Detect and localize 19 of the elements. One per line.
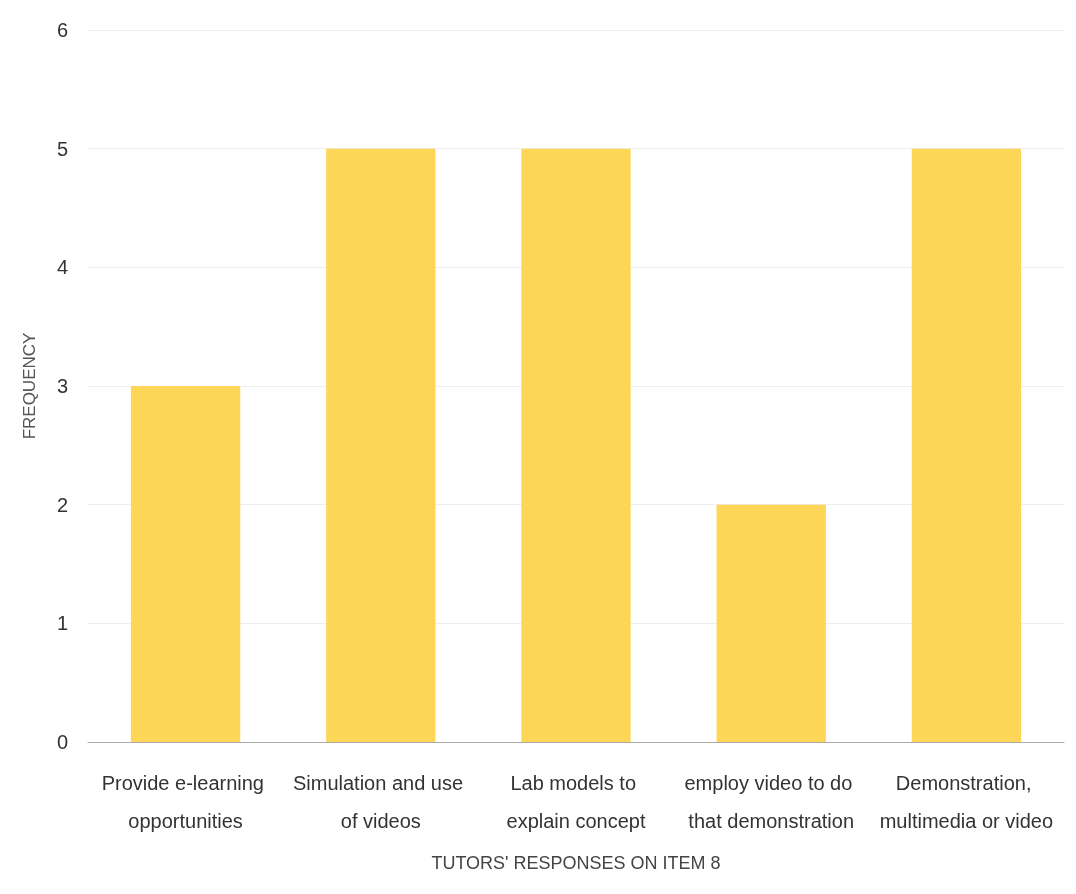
- bar: [716, 504, 826, 742]
- y-tick-label: 4: [56, 256, 68, 279]
- x-tick-label: Simulation and use of videos: [292, 772, 469, 832]
- bar: [521, 148, 631, 742]
- y-axis-title: FREQUENCY: [20, 332, 39, 440]
- x-tick-label: Lab models to explain concept: [506, 772, 646, 832]
- x-axis-title: TUTORS' RESPONSES ON ITEM 8: [431, 853, 721, 873]
- y-tick-label: 6: [56, 19, 68, 41]
- y-tick-label: 0: [56, 731, 68, 753]
- x-tick-label: Provide e-learning opportunities: [101, 772, 270, 832]
- y-tick-label: 2: [56, 493, 68, 516]
- x-tick-label: Demonstration, multimedia or video: [879, 772, 1054, 832]
- bar: [326, 148, 436, 742]
- y-tick-label: 5: [56, 137, 68, 160]
- y-tick-label: 1: [56, 612, 68, 635]
- x-tick-label: employ video to do that demonstration: [684, 772, 858, 832]
- bar: [130, 386, 241, 742]
- bar: [911, 148, 1022, 742]
- y-tick-label: 3: [56, 375, 68, 397]
